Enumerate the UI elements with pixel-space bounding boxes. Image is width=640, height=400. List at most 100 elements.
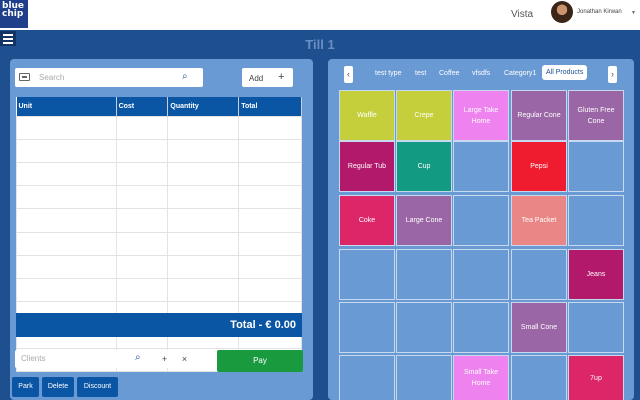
product-tile-small-cone[interactable]: Small Cone bbox=[511, 302, 567, 353]
plus-icon: + bbox=[278, 71, 285, 83]
order-row bbox=[16, 138, 302, 163]
order-cell bbox=[115, 185, 169, 210]
product-tile-empty[interactable] bbox=[339, 302, 395, 353]
discount-button[interactable]: Discount bbox=[77, 377, 118, 397]
order-cell bbox=[115, 254, 169, 280]
search-icon[interactable]: ⌕ bbox=[182, 71, 188, 82]
product-tile-label: Large Cone bbox=[405, 217, 443, 224]
product-tile-label: Large Take Home bbox=[463, 106, 499, 125]
product-tile-label: 7up bbox=[590, 374, 602, 382]
product-tile-empty[interactable] bbox=[396, 355, 452, 400]
product-tile-label: Pepsi bbox=[530, 163, 548, 170]
order-cell bbox=[238, 231, 302, 256]
search-icon[interactable]: ⌕ bbox=[135, 352, 141, 363]
product-tile-regular-cone[interactable]: Regular Cone bbox=[511, 90, 567, 141]
user-menu-caret-icon[interactable]: ▼ bbox=[631, 10, 636, 16]
pay-button[interactable]: Pay bbox=[217, 350, 303, 372]
product-tile-empty[interactable] bbox=[396, 302, 452, 353]
vista-link[interactable]: Vista bbox=[511, 9, 534, 20]
order-cell bbox=[167, 208, 240, 233]
hamburger-menu-button[interactable] bbox=[0, 31, 16, 46]
logo-line-2: chip bbox=[2, 9, 24, 19]
order-cell bbox=[238, 138, 302, 163]
product-tile-empty[interactable] bbox=[453, 141, 509, 192]
delete-button[interactable]: Delete bbox=[42, 377, 74, 397]
add-client-button[interactable]: + bbox=[157, 350, 172, 368]
product-tile-jeans[interactable]: Jeans bbox=[568, 249, 624, 300]
product-tile-empty[interactable] bbox=[511, 355, 567, 400]
order-cell bbox=[167, 115, 240, 140]
category-tab-all-products[interactable]: All Products bbox=[542, 65, 588, 80]
product-tile-empty[interactable] bbox=[453, 195, 509, 246]
product-tile-empty[interactable] bbox=[568, 141, 624, 192]
hamburger-bar bbox=[3, 42, 13, 44]
category-next-button[interactable]: › bbox=[608, 66, 617, 83]
total-bar: Total - € 0.00 bbox=[16, 313, 302, 337]
product-tile-7up[interactable]: 7up bbox=[568, 355, 624, 400]
category-tab-test-type[interactable]: test type bbox=[375, 70, 402, 77]
logo-line-1: blue bbox=[2, 1, 25, 11]
product-tile-regular-tub[interactable]: Regular Tub bbox=[339, 141, 395, 192]
product-tile-large-cone[interactable]: Large Cone bbox=[396, 195, 452, 246]
product-tile-cup[interactable]: Cup bbox=[396, 141, 452, 192]
user-avatar[interactable] bbox=[551, 1, 573, 23]
user-name[interactable]: Jonathan Kirwan bbox=[577, 9, 622, 15]
park-button[interactable]: Park bbox=[12, 377, 39, 397]
product-tile-waffle[interactable]: Waffle bbox=[339, 90, 395, 141]
order-cell bbox=[115, 161, 169, 187]
order-table-header: Unit Cost Quantity Total bbox=[16, 97, 302, 116]
column-total[interactable]: Total bbox=[238, 97, 302, 116]
column-quantity[interactable]: Quantity bbox=[167, 97, 240, 116]
order-cell bbox=[16, 138, 117, 163]
add-button[interactable]: Add + bbox=[242, 68, 293, 87]
order-cell bbox=[167, 138, 240, 163]
order-cell bbox=[167, 278, 240, 303]
category-tab-category1[interactable]: Category1 bbox=[504, 70, 537, 77]
product-tile-pepsi[interactable]: Pepsi bbox=[511, 141, 567, 192]
column-cost[interactable]: Cost bbox=[116, 97, 169, 116]
hamburger-bar bbox=[3, 34, 13, 36]
product-tile-empty[interactable] bbox=[396, 249, 452, 300]
order-cell bbox=[16, 231, 117, 256]
product-tile-coke[interactable]: Coke bbox=[339, 195, 395, 246]
product-tile-empty[interactable] bbox=[339, 249, 395, 300]
product-tile-gluten-free-cone[interactable]: Gluten Free Cone bbox=[568, 90, 624, 141]
product-tile-crepe[interactable]: Crepe bbox=[396, 90, 452, 141]
clients-placeholder: Clients bbox=[21, 354, 46, 363]
product-tile-small-take-home[interactable]: Small Take Home bbox=[453, 355, 509, 400]
order-row bbox=[16, 254, 302, 280]
product-tile-empty[interactable] bbox=[453, 302, 509, 353]
search-placeholder: Search bbox=[39, 73, 65, 82]
order-cell bbox=[167, 231, 240, 256]
column-unit[interactable]: Unit bbox=[16, 97, 117, 116]
product-tile-empty[interactable] bbox=[568, 302, 624, 353]
order-cell bbox=[115, 138, 169, 163]
product-tile-label: Coke bbox=[358, 217, 376, 224]
product-tile-label: Cup bbox=[417, 163, 431, 170]
bluechip-logo[interactable]: blue chip bbox=[0, 0, 28, 28]
product-tile-large-take-home[interactable]: Large Take Home bbox=[453, 90, 509, 141]
remove-client-button[interactable]: × bbox=[177, 350, 192, 368]
product-tile-label: Regular Cone bbox=[517, 112, 561, 119]
product-search-input[interactable]: Search ⌕ bbox=[15, 68, 203, 87]
order-cell bbox=[238, 185, 302, 210]
category-prev-button[interactable]: ‹ bbox=[344, 66, 353, 83]
order-cell bbox=[238, 115, 302, 140]
clients-search-input[interactable]: Clients ⌕ bbox=[15, 350, 152, 368]
card-icon bbox=[19, 73, 30, 81]
product-tile-empty[interactable] bbox=[568, 195, 624, 246]
product-tile-tea-packet[interactable]: Tea Packet bbox=[511, 195, 567, 246]
till-title: Till 1 bbox=[305, 37, 335, 52]
product-tile-empty[interactable] bbox=[339, 355, 395, 400]
product-tile-label: Regular Tub bbox=[347, 163, 387, 170]
order-cell bbox=[115, 278, 169, 303]
category-tab-coffee[interactable]: Coffee bbox=[439, 70, 460, 77]
category-tab-vfsdfs[interactable]: vfsdfs bbox=[472, 70, 491, 77]
category-tab-test[interactable]: test bbox=[415, 70, 427, 77]
order-cell bbox=[167, 185, 240, 210]
order-cell bbox=[238, 208, 302, 233]
product-tile-empty[interactable] bbox=[453, 249, 509, 300]
product-tile-empty[interactable] bbox=[511, 249, 567, 300]
product-tile-label: Small Cone bbox=[520, 324, 558, 331]
order-row bbox=[16, 185, 302, 210]
